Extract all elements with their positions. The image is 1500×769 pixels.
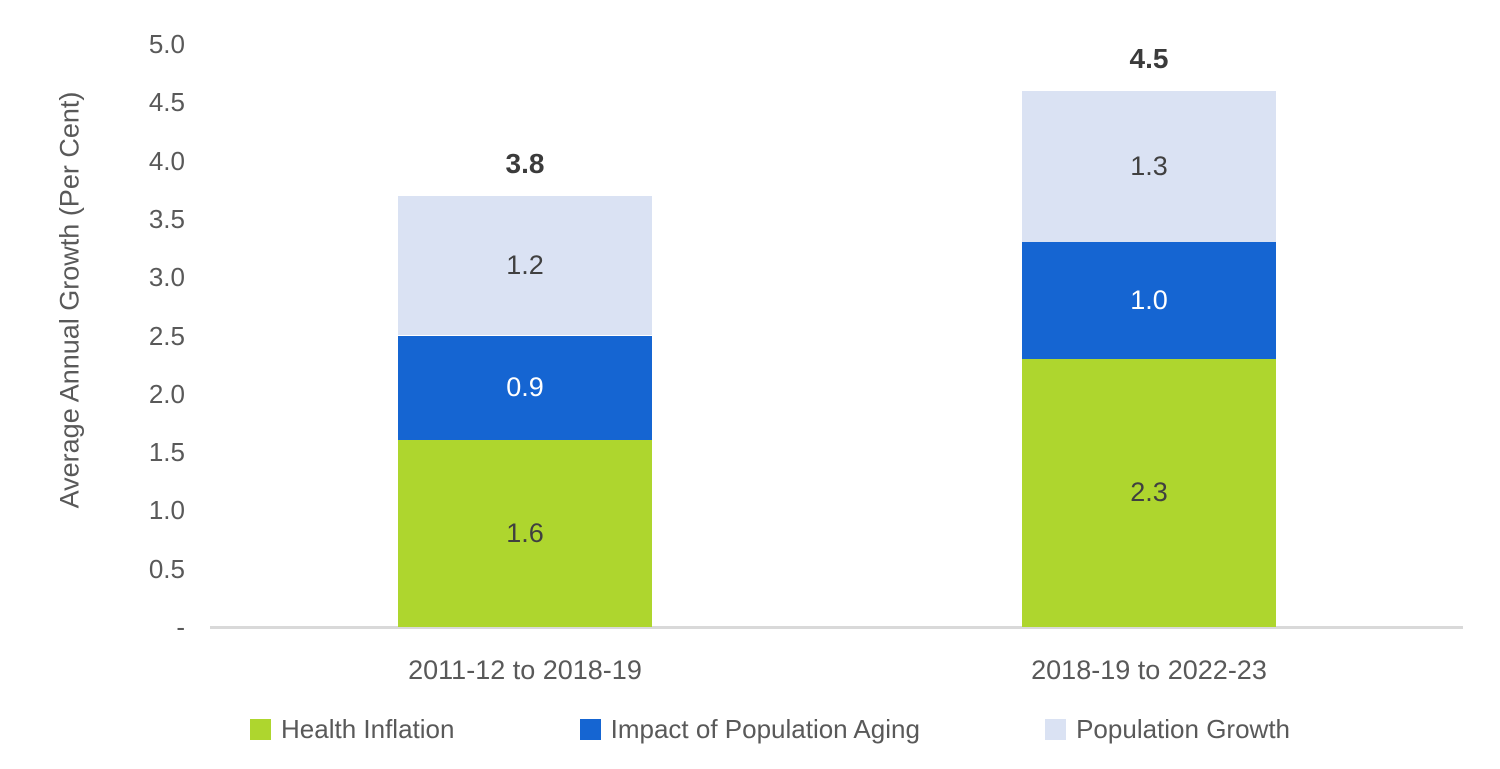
y-axis-tick-label: 1.5 — [148, 437, 185, 468]
x-axis-line — [210, 626, 1463, 629]
bar-segment-health-inflation: 2.3 — [1022, 358, 1276, 627]
y-axis-tick-label: 0.5 — [148, 553, 185, 584]
legend-swatch-health-inflation — [250, 718, 271, 740]
segment-value-label: 1.2 — [506, 250, 544, 281]
segment-value-label: 1.6 — [506, 518, 544, 549]
bar-segment-population-growth: 1.2 — [398, 195, 652, 336]
legend-swatch-impact-of-population-aging — [579, 718, 601, 740]
bar-total-label: 3.8 — [505, 147, 545, 179]
x-axis-category-label: 2011-12 to 2018-19 — [408, 655, 642, 685]
segment-value-label: 1.3 — [1130, 150, 1168, 181]
segment-value-label: 2.3 — [1130, 477, 1168, 508]
y-axis-tick-label: 5.0 — [148, 29, 185, 59]
y-axis-tick-label: 4.5 — [148, 87, 185, 118]
legend-swatch-population-growth — [1045, 718, 1067, 740]
segment-value-label: 1.0 — [1130, 285, 1168, 316]
y-axis-tick-label: 2.5 — [148, 320, 185, 351]
bar-segment-impact-of-population-aging: 1.0 — [1022, 242, 1276, 359]
legend-item: Health Inflation — [250, 714, 454, 745]
bar-segment-impact-of-population-aging: 0.9 — [398, 335, 652, 441]
y-axis-tick-label: 3.5 — [148, 203, 185, 234]
y-axis-title: Average Annual Growth (Per Cent) — [54, 91, 85, 509]
segment-value-label: 0.9 — [506, 372, 544, 403]
legend-label: Population Growth — [1076, 713, 1290, 744]
y-axis-tick-label: 4.0 — [148, 145, 185, 176]
x-axis-category-label: 2018-19 to 2022-23 — [1031, 655, 1267, 685]
legend: Health Inflation Impact of Population Agi… — [250, 712, 1290, 746]
legend-item: Population Growth — [1045, 714, 1290, 745]
y-axis-tick-label: 3.0 — [148, 262, 185, 293]
bar-total-label: 4.5 — [1129, 42, 1169, 74]
bar-segment-health-inflation: 1.6 — [398, 440, 652, 627]
legend-label: Impact of Population Aging — [610, 713, 920, 744]
y-axis-tick-label: - — [176, 612, 185, 642]
y-axis-tick-label: 2.0 — [148, 378, 185, 409]
bar-segment-population-growth: 1.3 — [1022, 90, 1276, 243]
legend-label: Health Inflation — [281, 713, 455, 744]
y-axis-tick-label: 1.0 — [148, 495, 185, 526]
legend-item: Impact of Population Aging — [579, 713, 920, 745]
